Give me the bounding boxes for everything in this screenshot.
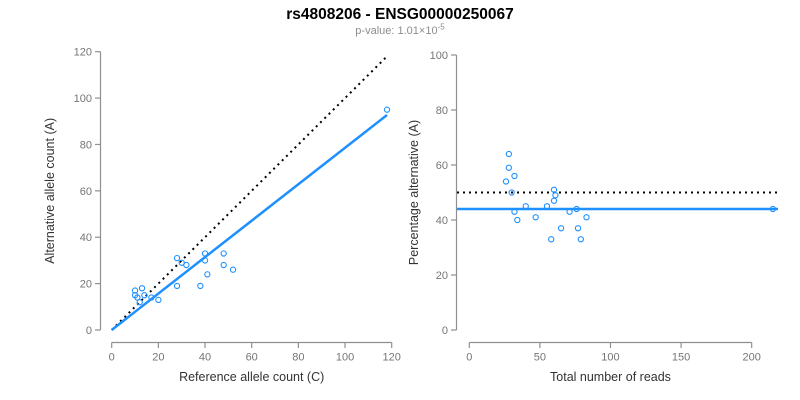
percentage-reads-data-point bbox=[574, 225, 582, 232]
allele-counts-identity-line bbox=[110, 55, 388, 331]
percentage-reads-data-point bbox=[511, 172, 518, 180]
allele-counts-y-tick-label: 100 bbox=[74, 93, 92, 105]
allele-counts-data-point bbox=[138, 285, 146, 292]
percentage-reads-data-point bbox=[550, 186, 558, 193]
pvalue-exponent: -5 bbox=[437, 22, 445, 32]
percentage-reads-y-tick-label: 20 bbox=[436, 270, 448, 282]
percentage-reads-x-tick-label: 50 bbox=[534, 352, 546, 364]
percentage-reads-data-point bbox=[508, 189, 515, 196]
allele-counts-data-point bbox=[197, 282, 204, 290]
percentage-reads-y-tick-label: 80 bbox=[436, 105, 448, 117]
allele-counts-data-point bbox=[183, 261, 190, 269]
allele-counts-x-axis-title: Reference allele count (C) bbox=[179, 370, 324, 384]
percentage-reads-data-point bbox=[502, 178, 510, 185]
pvalue-text: p-value: 1.01×10 bbox=[355, 25, 438, 37]
percentage-reads-data-point bbox=[548, 236, 555, 243]
allele-counts-y-tick-label: 20 bbox=[80, 279, 92, 291]
percentage-reads-data-point bbox=[566, 208, 573, 215]
allele-counts-data-point bbox=[155, 296, 162, 304]
percentage-reads-data-point bbox=[573, 205, 580, 213]
percentage-reads-data-point bbox=[514, 216, 521, 224]
pvalue-subtitle: p-value: 1.01×10-5 bbox=[0, 22, 800, 37]
percentage-reads-y-axis-title: Percentage alternative (A) bbox=[407, 120, 421, 265]
figure-title: rs4808206 - ENSG00000250067 bbox=[286, 6, 514, 23]
allele-counts-x-tick-label: 20 bbox=[152, 352, 164, 364]
percentage-reads-data-point bbox=[505, 150, 512, 158]
allele-counts-data-point bbox=[201, 250, 209, 257]
allele-counts-data-point bbox=[204, 271, 211, 278]
percentage-reads-x-tick-label: 150 bbox=[672, 352, 690, 364]
allele-counts-data-point bbox=[229, 266, 237, 273]
percentage-reads-x-tick-label: 200 bbox=[743, 352, 761, 364]
percentage-reads-y-tick-label: 0 bbox=[442, 325, 448, 337]
allele-counts-data-point bbox=[131, 287, 139, 294]
allele-counts-fit-line bbox=[110, 114, 388, 331]
percentage-reads-data-point bbox=[511, 208, 518, 215]
allele-counts-y-tick-label: 60 bbox=[80, 186, 92, 198]
allele-counts-y-tick-label: 80 bbox=[80, 139, 92, 151]
percentage-reads-data-point bbox=[532, 214, 539, 221]
allele-counts-x-tick-label: 80 bbox=[292, 352, 304, 364]
allele-counts-data-point bbox=[136, 299, 143, 306]
allele-counts-x-tick-label: 0 bbox=[109, 352, 115, 364]
allele-counts-x-tick-label: 40 bbox=[199, 352, 211, 364]
allele-counts-data-point bbox=[220, 261, 227, 269]
percentage-reads-x-tick-label: 100 bbox=[601, 352, 619, 364]
percentage-reads-data-point bbox=[550, 197, 558, 204]
allele-counts-data-point bbox=[201, 257, 209, 264]
allele-counts-data-point bbox=[148, 294, 155, 301]
allele-counts-data-point bbox=[383, 106, 391, 113]
percentage-reads-y-tick-label: 100 bbox=[430, 50, 448, 62]
allele-counts-x-tick-label: 120 bbox=[383, 352, 401, 364]
allele-counts-data-point bbox=[173, 282, 181, 290]
allele-counts-y-axis-title: Alternative allele count (A) bbox=[43, 118, 57, 264]
percentage-reads-data-point bbox=[505, 164, 512, 171]
percentage-reads-data-point bbox=[522, 203, 529, 210]
percentage-reads-x-tick-label: 0 bbox=[466, 352, 472, 364]
allele-counts-y-tick-label: 0 bbox=[86, 325, 92, 337]
allele-counts-data-point bbox=[141, 292, 148, 299]
percentage-reads-data-point bbox=[577, 236, 584, 243]
percentage-reads-x-axis-title: Total number of reads bbox=[550, 370, 671, 384]
percentage-reads-data-point bbox=[543, 203, 551, 210]
allele-counts-y-tick-label: 40 bbox=[80, 232, 92, 244]
percentage-reads-data-point bbox=[583, 214, 590, 221]
percentage-reads-y-tick-label: 40 bbox=[436, 215, 448, 227]
percentage-reads-data-point bbox=[769, 205, 777, 213]
percentage-reads-data-point bbox=[552, 192, 559, 199]
percentage-reads-data-point bbox=[557, 225, 565, 232]
allele-counts-data-point bbox=[173, 254, 181, 262]
allele-counts-data-point bbox=[220, 250, 227, 257]
allele-counts-y-tick-label: 120 bbox=[74, 47, 92, 59]
allele-counts-x-tick-label: 60 bbox=[246, 352, 258, 364]
allele-counts-x-tick-label: 100 bbox=[336, 352, 354, 364]
percentage-reads-y-tick-label: 60 bbox=[436, 160, 448, 172]
